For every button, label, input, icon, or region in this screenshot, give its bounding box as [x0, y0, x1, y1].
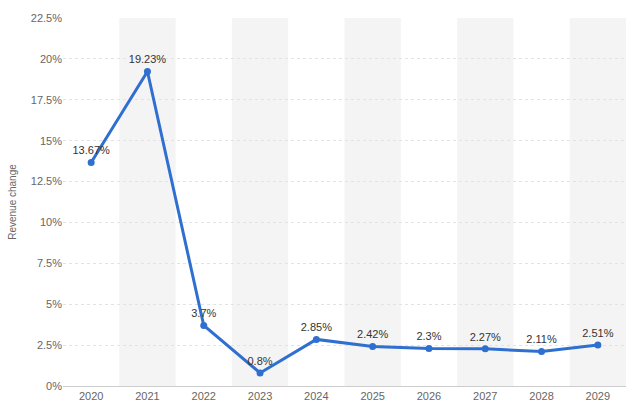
svg-text:2028: 2028 [529, 390, 553, 402]
svg-text:2025: 2025 [360, 390, 384, 402]
svg-text:2.27%: 2.27% [470, 331, 501, 343]
svg-text:0.8%: 0.8% [248, 355, 273, 367]
svg-text:2.51%: 2.51% [582, 327, 613, 339]
svg-text:2.85%: 2.85% [301, 321, 332, 333]
svg-text:5%: 5% [46, 298, 62, 310]
svg-text:2.42%: 2.42% [357, 328, 388, 340]
svg-text:2027: 2027 [473, 390, 497, 402]
svg-text:13.67%: 13.67% [72, 144, 110, 156]
svg-text:0%: 0% [46, 380, 62, 392]
svg-text:Revenue change: Revenue change [7, 164, 18, 240]
svg-text:10%: 10% [40, 216, 62, 228]
svg-text:2026: 2026 [417, 390, 441, 402]
svg-text:19.23%: 19.23% [129, 53, 167, 65]
svg-text:2020: 2020 [79, 390, 103, 402]
svg-text:2.3%: 2.3% [416, 330, 441, 342]
svg-text:2024: 2024 [304, 390, 328, 402]
svg-text:2022: 2022 [192, 390, 216, 402]
svg-text:20%: 20% [40, 53, 62, 65]
svg-text:2.5%: 2.5% [37, 339, 62, 351]
svg-text:2029: 2029 [586, 390, 610, 402]
svg-text:3.7%: 3.7% [191, 307, 216, 319]
svg-text:2021: 2021 [135, 390, 159, 402]
svg-text:12.5%: 12.5% [31, 175, 62, 187]
svg-text:2.11%: 2.11% [526, 333, 557, 345]
svg-text:2023: 2023 [248, 390, 272, 402]
svg-text:22.5%: 22.5% [31, 12, 62, 24]
svg-text:7.5%: 7.5% [37, 257, 62, 269]
svg-text:15%: 15% [40, 135, 62, 147]
svg-text:17.5%: 17.5% [31, 94, 62, 106]
